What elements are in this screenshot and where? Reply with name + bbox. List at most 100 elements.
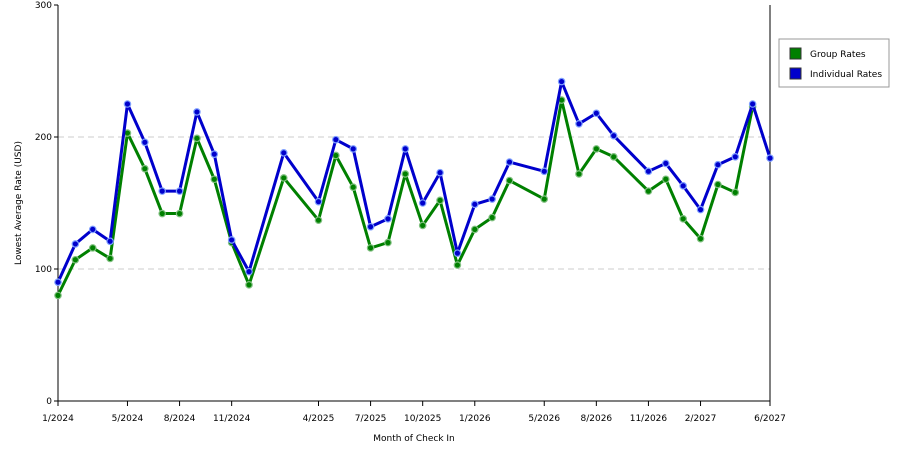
data-point [766,154,774,162]
data-point [679,182,687,190]
data-point [279,174,288,182]
data-point [714,160,722,169]
data-point [470,200,479,209]
data-point [193,108,201,116]
data-point [540,195,549,203]
data-point [488,195,496,203]
legend-label: Individual Rates [810,70,882,80]
data-point [418,221,427,230]
data-point [279,149,288,157]
data-point [679,215,687,223]
data-point [662,175,670,184]
x-tick-label: 1/2026 [459,414,491,424]
x-tick-label: 2/2027 [685,414,717,424]
legend-swatch [789,47,802,60]
data-point [540,167,549,176]
x-tick-label: 1/2024 [42,414,74,424]
y-tick-label: 200 [35,133,52,143]
data-point [141,164,149,173]
data-point [453,249,462,257]
data-point [106,254,114,263]
data-point [366,222,375,231]
x-tick-label: 5/2024 [112,414,144,424]
data-point [71,255,80,264]
gridlines [58,136,770,270]
data-point [592,109,601,118]
data-point [175,187,184,195]
data-point [349,183,358,191]
x-axis-title: Month of Check In [373,434,455,444]
data-point [731,153,740,161]
series-individual-rates [54,77,774,287]
data-point [193,134,201,143]
data-point [245,267,253,276]
data-point [505,158,514,166]
data-point [644,187,653,195]
series-layer [54,77,774,300]
x-tick-label: 4/2025 [303,414,335,424]
data-point [384,238,392,247]
data-point [557,77,566,86]
x-tick-label: 8/2026 [581,414,613,424]
data-point [54,278,62,287]
x-tick-label: 7/2025 [355,414,387,424]
data-point [748,100,757,108]
series-line [56,98,755,297]
data-point [141,138,149,147]
data-point [210,175,219,184]
data-point [245,281,253,289]
data-point [436,168,444,177]
legend-swatch [789,67,802,80]
legend-label: Group Rates [810,50,866,60]
data-point [106,237,114,246]
data-point [488,213,496,222]
data-point [158,187,166,195]
data-point [175,209,184,218]
x-tick-label: 8/2024 [164,414,196,424]
y-axis-title: Lowest Average Rate (USD) [14,141,24,265]
data-point [609,131,618,140]
data-point [314,216,323,224]
data-point [609,153,618,161]
data-point [592,145,601,153]
data-point [88,225,97,234]
data-point [332,135,340,144]
axes [54,4,771,406]
data-point [332,151,340,160]
data-point [662,159,670,168]
x-tick-label: 10/2025 [404,414,441,424]
data-point [88,244,97,252]
data-point [210,150,219,158]
data-point [71,240,80,248]
x-tick-label: 11/2026 [630,414,668,424]
data-point [453,261,462,269]
y-tick-label: 300 [35,1,52,11]
data-point [731,188,740,197]
data-point [227,236,236,244]
x-tick-label: 11/2024 [213,414,251,424]
data-point [418,199,427,207]
data-point [696,234,705,243]
data-point [470,225,479,234]
data-point [349,145,358,153]
data-point [575,120,583,128]
data-point [384,215,392,223]
legend: Group Rates Individual Rates [778,38,890,88]
data-point [401,170,410,178]
data-point [714,180,722,189]
data-point [575,170,583,178]
data-point [158,209,166,218]
data-point [696,205,705,214]
data-point [366,244,375,252]
data-point [436,196,444,205]
data-point [505,176,514,185]
data-point [401,145,410,153]
x-tick-label: 5/2026 [528,414,560,424]
data-point [54,291,62,300]
data-point [123,100,132,108]
data-point [314,197,323,206]
series-group-rates [54,96,757,300]
data-point [644,167,653,176]
x-tick-label: 6/2027 [754,414,786,424]
